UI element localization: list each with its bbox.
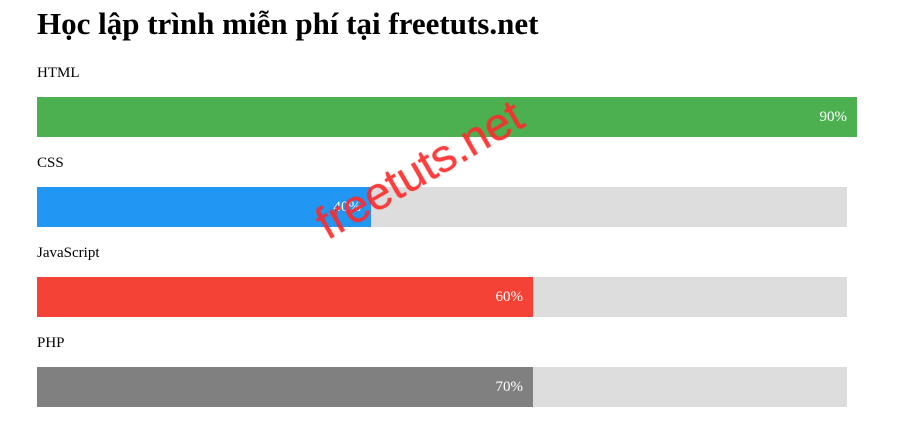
skill-label-html: HTML — [37, 65, 80, 81]
skill-track-css: 40% — [37, 187, 847, 227]
skill-track-javascript: 60% — [37, 277, 847, 317]
skill-bar-css: 40% — [37, 187, 371, 227]
skill-track-php: 70% — [37, 367, 847, 407]
skill-percent-php: 70% — [495, 378, 524, 395]
skill-track-html: 90% — [37, 97, 857, 137]
skill-bar-html: 90% — [37, 97, 857, 137]
skill-percent-javascript: 60% — [495, 288, 524, 305]
skill-percent-html: 90% — [819, 108, 848, 125]
skill-label-php: PHP — [37, 335, 65, 351]
skill-label-css: CSS — [37, 155, 64, 171]
page-title: Học lập trình miễn phí tại freetuts.net — [37, 6, 539, 41]
skill-bar-javascript: 60% — [37, 277, 533, 317]
skill-bar-php: 70% — [37, 367, 533, 407]
skill-label-javascript: JavaScript — [37, 245, 100, 261]
skill-percent-css: 40% — [333, 198, 362, 215]
